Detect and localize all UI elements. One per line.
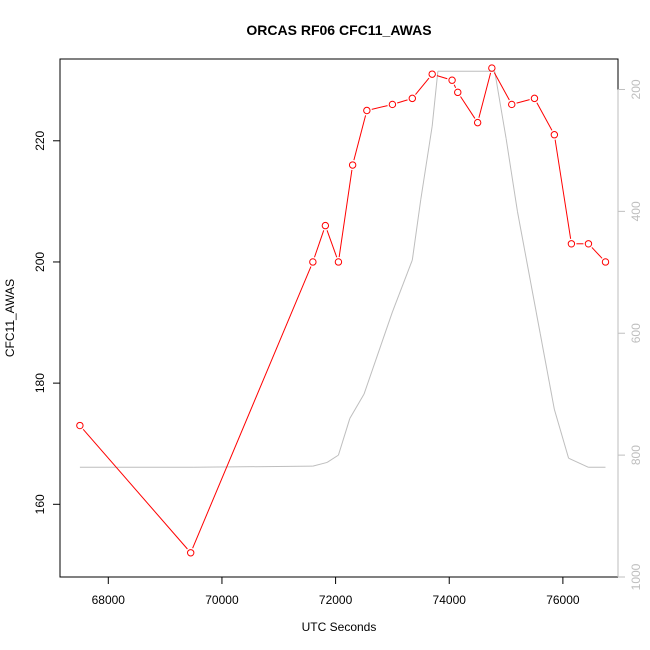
pressure-series — [79, 70, 606, 468]
x-axis-tick-label: 72000 — [319, 593, 353, 607]
left-axis-tick-label: 180 — [33, 373, 47, 393]
cfc11-segment — [478, 72, 492, 118]
cfc11-segment — [397, 99, 408, 104]
left-axis-tick-label: 200 — [33, 252, 47, 272]
x-axis-label: UTC Seconds — [302, 620, 377, 634]
cfc11-segment — [371, 105, 388, 110]
pressure-segment — [193, 465, 313, 468]
cfc11-segment — [460, 96, 476, 119]
x-axis-tick-label: 76000 — [546, 593, 580, 607]
cfc11-point — [321, 221, 330, 230]
cfc11-segment — [591, 247, 603, 259]
cfc11-segment — [338, 169, 353, 258]
right-y-axis: 200 400 600 800 1000 — [617, 79, 643, 590]
cfc11-segment — [82, 428, 188, 550]
chart-title: ORCAS RF06 CFC11_AWAS — [246, 22, 431, 38]
pressure-segment — [391, 259, 413, 313]
cfc11-point — [454, 88, 462, 97]
cfc11-point — [473, 118, 482, 127]
cfc11-segment — [493, 72, 510, 101]
cfc11-point — [448, 76, 456, 84]
left-axis-tick-label: 220 — [33, 130, 47, 150]
cfc11-point — [508, 100, 516, 109]
cfc11-point — [567, 240, 576, 248]
cfc11-point — [388, 100, 397, 109]
right-axis-tick-label: 400 — [629, 201, 643, 221]
x-axis-tick-label: 74000 — [433, 593, 467, 607]
series-layer — [76, 64, 610, 557]
pressure-segment — [337, 418, 351, 456]
cfc11-segment — [516, 99, 530, 104]
cfc11-segment — [314, 230, 325, 258]
cfc11-series — [76, 64, 610, 557]
cfc11-point — [363, 106, 371, 115]
right-axis-tick-label: 200 — [629, 79, 643, 99]
cfc11-segment — [192, 266, 312, 549]
pressure-segment — [539, 333, 555, 410]
right-axis-tick-label: 800 — [629, 445, 643, 465]
pressure-segment — [568, 457, 589, 468]
cfc11-point — [76, 421, 84, 430]
cfc11-point — [428, 70, 436, 78]
pressure-segment — [326, 454, 339, 463]
x-axis-tick-label: 70000 — [205, 593, 239, 607]
cfc11-point — [408, 94, 417, 103]
left-y-axis: 160 180 200 220 — [33, 130, 61, 514]
cfc11-segment — [554, 139, 572, 239]
x-axis: 68000 70000 72000 74000 76000 — [92, 576, 580, 607]
cfc11-point — [309, 258, 317, 266]
cfc11-point — [186, 549, 195, 557]
pressure-segment — [312, 461, 328, 467]
right-axis-tick-label: 600 — [629, 323, 643, 343]
cfc11-segment — [353, 115, 367, 161]
series-clipped-group — [76, 64, 610, 557]
y-axis-label: CFC11_AWAS — [3, 279, 17, 357]
cfc11-point — [334, 258, 343, 266]
right-axis-tick-label: 1000 — [629, 563, 643, 590]
pressure-segment — [494, 71, 507, 139]
cfc11-segment — [326, 230, 338, 258]
cfc11-point — [530, 94, 539, 103]
pressure-segment — [553, 409, 570, 459]
cfc11-segment — [453, 84, 457, 89]
cfc11-point — [488, 64, 496, 72]
cfc11-point — [584, 240, 593, 248]
cfc11-point — [601, 258, 610, 266]
cfc11-point — [550, 131, 559, 139]
x-axis-tick-label: 68000 — [92, 593, 126, 607]
cfc11-segment — [415, 77, 430, 95]
pressure-segment — [363, 311, 393, 395]
pressure-segment — [516, 211, 541, 334]
pressure-segment — [420, 125, 433, 200]
left-axis-tick-label: 160 — [33, 494, 47, 514]
pressure-segment — [349, 393, 365, 419]
pressure-segment — [505, 138, 518, 212]
pressure-segment — [411, 199, 422, 261]
cfc11-segment — [436, 75, 448, 80]
cfc11-segment — [536, 102, 553, 131]
cfc11-point — [348, 161, 357, 169]
pressure-segment — [431, 71, 439, 127]
